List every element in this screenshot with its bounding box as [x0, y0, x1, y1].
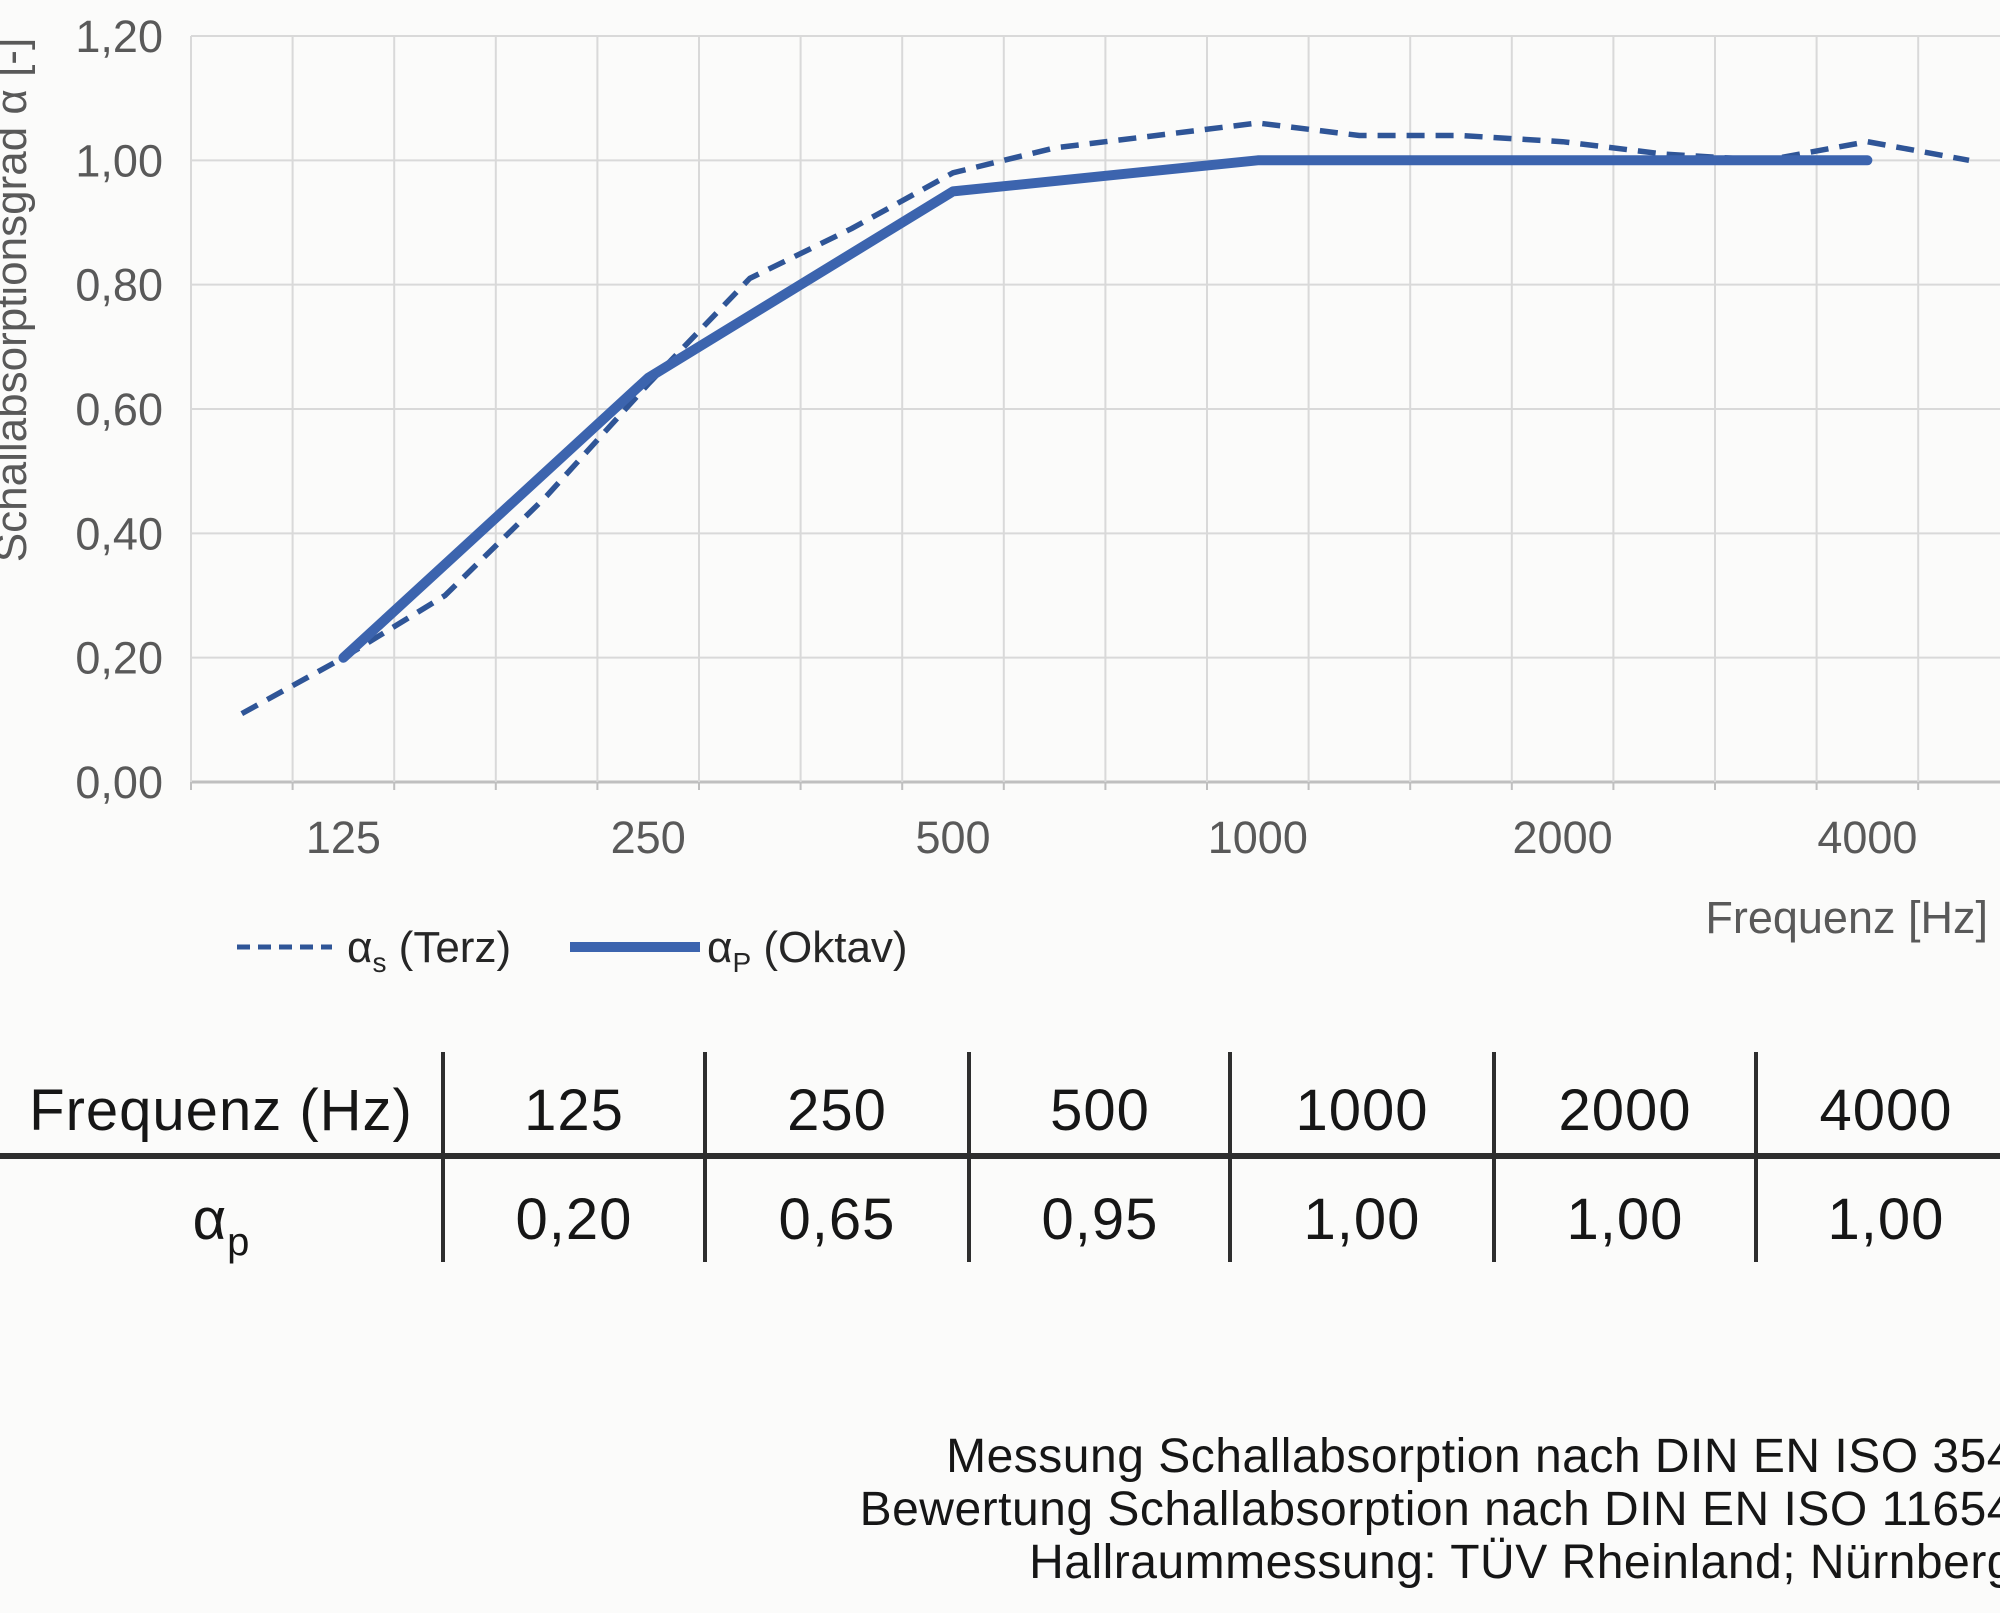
y-tick-label: 0,00: [75, 757, 163, 808]
footer-line-measurement: Messung Schallabsorption nach DIN EN ISO…: [946, 1430, 2000, 1483]
table-alpha-p-value: 1,00: [1303, 1187, 1421, 1252]
x-tick-label: 1000: [1208, 812, 1308, 863]
table-frequency-value: 500: [1050, 1078, 1150, 1143]
y-tick-label: 1,00: [75, 135, 163, 186]
table-alpha-p-value: 0,65: [778, 1187, 896, 1252]
table-column-divider: [703, 1052, 707, 1262]
x-axis-title: Frequenz [Hz]: [1705, 892, 1988, 943]
footer-line-lab: Hallraummessung: TÜV Rheinland; Nürnberg: [1029, 1536, 2000, 1589]
y-tick-label: 0,20: [75, 633, 163, 684]
legend-terz-label: αs (Terz): [347, 923, 511, 978]
table-row-label-alpha-p: αp: [192, 1187, 250, 1264]
series-line-oktav: [338, 155, 1873, 663]
y-axis-title: Schallabsorptionsgrad α [-]: [0, 38, 36, 562]
footer-line-rating: Bewertung Schallabsorption nach DIN EN I…: [859, 1483, 2000, 1536]
table-column-divider: [1492, 1052, 1496, 1262]
y-tick-label: 0,60: [75, 384, 163, 435]
table-column-divider: [1228, 1052, 1232, 1262]
table-alpha-p-value: 0,95: [1041, 1187, 1159, 1252]
table-frequency-value: 250: [787, 1078, 887, 1143]
footer-notes: Messung Schallabsorption nach DIN EN ISO…: [614, 1430, 2000, 1589]
legend-oktav-label: αP (Oktav): [707, 923, 908, 978]
table-alpha-p-value: 0,20: [515, 1187, 633, 1252]
table-alpha-p-value: 1,00: [1827, 1187, 1945, 1252]
series-line-terz: [240, 120, 1970, 717]
y-tick-label: 0,40: [75, 508, 163, 559]
table-column-divider: [1754, 1052, 1758, 1262]
absorption-chart: 0,00 0,20 0,40 0,60 0,80 1,00 1,20 125 250 500 100…: [0, 11, 2000, 978]
x-tick-label: 250: [611, 812, 686, 863]
table-column-divider: [967, 1052, 971, 1262]
table-horizontal-rule: [0, 1153, 2000, 1159]
x-tick-label: 2000: [1513, 812, 1613, 863]
table-frequency-value: 125: [524, 1078, 624, 1143]
table-header-frequency: Frequenz (Hz): [29, 1078, 413, 1143]
table-frequency-value: 4000: [1819, 1078, 1953, 1143]
table-column-divider: [441, 1052, 445, 1262]
x-tick-label: 125: [306, 812, 381, 863]
x-tick-label: 4000: [1817, 812, 1917, 863]
y-tick-label: 1,20: [75, 11, 163, 62]
table-frequency-value: 2000: [1558, 1078, 1692, 1143]
x-tick-label: 500: [915, 812, 990, 863]
y-tick-label: 0,80: [75, 260, 163, 311]
table-alpha-p-value: 1,00: [1566, 1187, 1684, 1252]
table-frequency-value: 1000: [1295, 1078, 1429, 1143]
